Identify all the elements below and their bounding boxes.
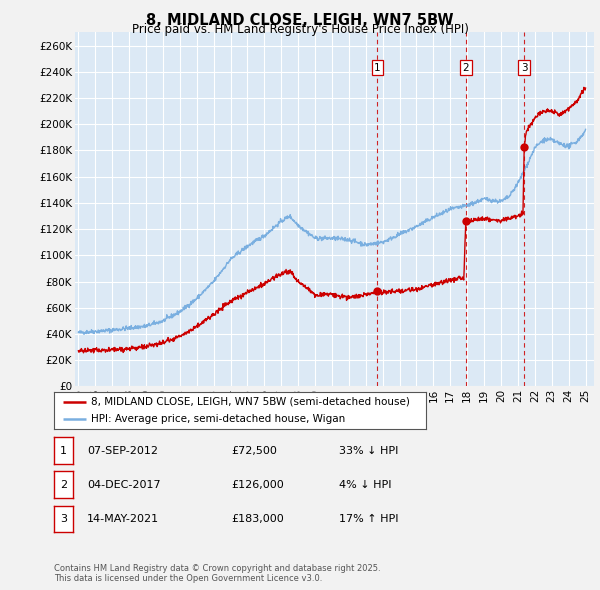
Text: 07-SEP-2012: 07-SEP-2012 — [87, 445, 158, 455]
Text: £72,500: £72,500 — [231, 445, 277, 455]
Text: 4% ↓ HPI: 4% ↓ HPI — [339, 480, 391, 490]
Text: 2: 2 — [463, 63, 469, 73]
Text: 17% ↑ HPI: 17% ↑ HPI — [339, 514, 398, 524]
Text: 1: 1 — [374, 63, 381, 73]
Text: 33% ↓ HPI: 33% ↓ HPI — [339, 445, 398, 455]
Text: HPI: Average price, semi-detached house, Wigan: HPI: Average price, semi-detached house,… — [91, 414, 346, 424]
Text: 2: 2 — [60, 480, 67, 490]
Text: £183,000: £183,000 — [231, 514, 284, 524]
Text: 3: 3 — [521, 63, 527, 73]
Text: £126,000: £126,000 — [231, 480, 284, 490]
Text: Price paid vs. HM Land Registry's House Price Index (HPI): Price paid vs. HM Land Registry's House … — [131, 23, 469, 36]
Text: Contains HM Land Registry data © Crown copyright and database right 2025.
This d: Contains HM Land Registry data © Crown c… — [54, 563, 380, 583]
Text: 3: 3 — [60, 514, 67, 524]
Text: 1: 1 — [60, 445, 67, 455]
Text: 14-MAY-2021: 14-MAY-2021 — [87, 514, 159, 524]
Text: 8, MIDLAND CLOSE, LEIGH, WN7 5BW: 8, MIDLAND CLOSE, LEIGH, WN7 5BW — [146, 13, 454, 28]
Text: 8, MIDLAND CLOSE, LEIGH, WN7 5BW (semi-detached house): 8, MIDLAND CLOSE, LEIGH, WN7 5BW (semi-d… — [91, 397, 410, 407]
Text: 04-DEC-2017: 04-DEC-2017 — [87, 480, 161, 490]
